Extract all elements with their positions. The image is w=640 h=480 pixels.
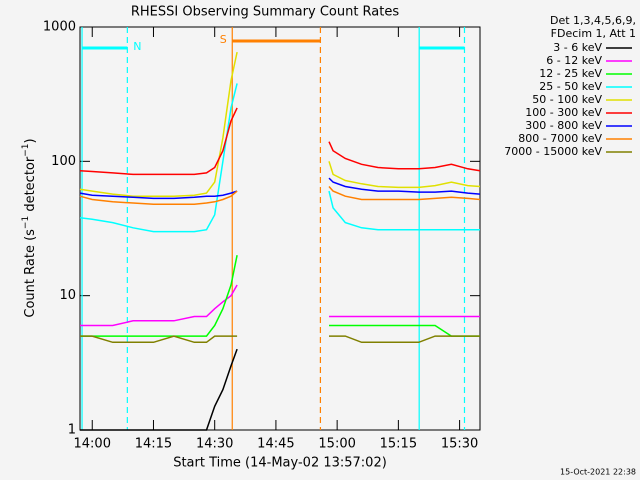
legend-title: Det 1,3,4,5,6,9, (550, 14, 636, 27)
plot-frame (79, 26, 481, 431)
x-tick-label: 15:15 (380, 437, 417, 452)
series-line (79, 177, 481, 200)
legend-title: FDecim 1, Att 1 (551, 27, 636, 40)
y-label-part: ) (23, 138, 38, 143)
x-tick-label: 14:45 (257, 437, 294, 452)
region-label: N (133, 40, 141, 53)
y-tick-label: 1000 (43, 20, 76, 35)
legend-label: 6 - 12 keV (546, 54, 602, 67)
footer: 15-Oct-2021 22:38 (560, 468, 636, 477)
series-line (80, 348, 238, 431)
legend-label: 800 - 7000 keV (518, 132, 602, 145)
y-tick-label: 10 (59, 288, 76, 303)
series-line (79, 107, 481, 176)
legend-label: 7000 - 15000 keV (504, 145, 602, 158)
x-axis-label: Start Time (14-May-02 13:57:02) (173, 456, 387, 471)
y-tick-label: 100 (51, 154, 76, 169)
x-tick-label: 15:00 (318, 437, 355, 452)
y-label-part: detector (23, 156, 38, 216)
y-axis-label: Count Rate (s−1 detector−1) (21, 138, 38, 317)
y-tick-label: 1 (68, 423, 76, 438)
series-line (80, 284, 480, 327)
series-line (79, 186, 481, 205)
legend-label: 50 - 100 keV (532, 93, 602, 106)
series-line (79, 51, 481, 197)
legend-label: 12 - 25 keV (539, 67, 602, 80)
y-label-part: −1 (21, 143, 31, 156)
y-label-part: Count Rate (s (23, 229, 38, 318)
legend-label: 300 - 800 keV (525, 119, 602, 132)
legend-label: 3 - 6 keV (553, 41, 602, 54)
region-label: S (220, 33, 227, 46)
series-line (80, 255, 480, 337)
x-tick-label: 14:30 (196, 437, 233, 452)
chart-title: RHESSI Observing Summary Count Rates (131, 5, 400, 20)
x-tick-label: 14:00 (74, 437, 111, 452)
series-line (79, 83, 480, 233)
series-line (80, 335, 480, 344)
legend-label: 100 - 300 keV (525, 106, 602, 119)
x-tick-label: 15:30 (441, 437, 478, 452)
y-label-part: −1 (21, 216, 31, 229)
x-tick-label: 14:15 (135, 437, 172, 452)
legend-label: 25 - 50 keV (539, 80, 602, 93)
